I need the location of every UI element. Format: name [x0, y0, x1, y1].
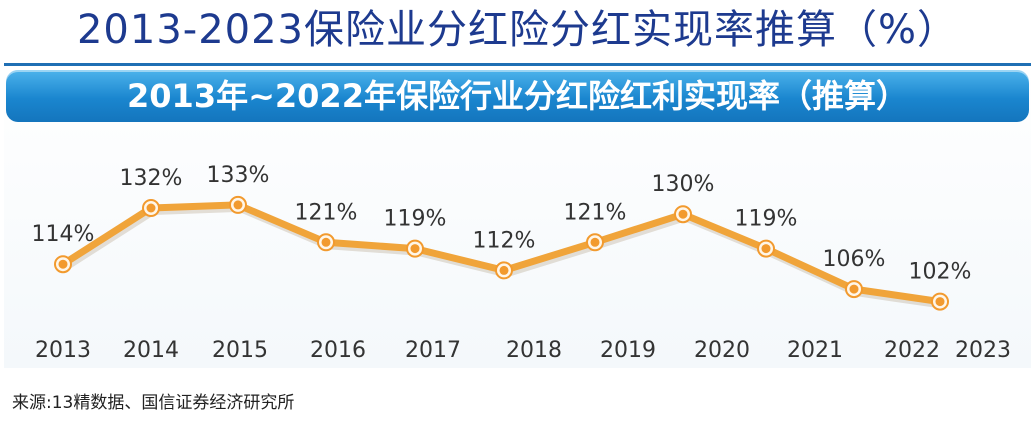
chart-title: 2013年~2022年保险行业分红险红利实现率（推算）: [127, 77, 908, 115]
x-tick-label-2015: 2015: [212, 338, 268, 363]
x-tick-label-2013: 2013: [35, 338, 91, 363]
data-point-core-2016: [321, 237, 331, 247]
data-point-core-2023: [935, 297, 945, 307]
data-label-2021: 119%: [735, 207, 798, 232]
x-tick-label-2020: 2020: [694, 338, 750, 363]
data-point-core-2015: [233, 200, 243, 210]
data-label-2023: 102%: [909, 260, 972, 285]
data-point-core-2017: [410, 244, 420, 254]
data-point-core-2021: [761, 244, 771, 254]
x-tick-label-2017: 2017: [405, 338, 461, 363]
x-tick-label-2016: 2016: [310, 338, 366, 363]
source-note: 来源:13精数据、国信证券经济研究所: [12, 393, 295, 413]
data-label-2022: 106%: [823, 247, 886, 272]
data-label-2013: 114%: [32, 222, 95, 247]
chart-title-banner: 2013年~2022年保险行业分红险红利实现率（推算）: [6, 70, 1029, 122]
page-title: 2013-2023保险业分红险分红实现率推算（%）: [76, 7, 959, 53]
x-tick-label-2023: 2023: [955, 338, 1011, 363]
data-label-2020: 130%: [652, 172, 715, 197]
data-point-core-2022: [849, 284, 859, 294]
data-point-core-2020: [678, 209, 688, 219]
data-label-2019: 121%: [564, 200, 627, 225]
x-tick-label-2018: 2018: [506, 338, 562, 363]
series-line-shadow: [62, 203, 943, 309]
data-point-core-2014: [146, 203, 156, 213]
x-tick-label-2021: 2021: [787, 338, 843, 363]
x-tick-label-2014: 2014: [123, 338, 179, 363]
data-label-2017: 119%: [384, 207, 447, 232]
data-label-2015: 133%: [207, 163, 270, 188]
x-tick-label-2019: 2019: [600, 338, 656, 363]
data-point-core-2019: [590, 237, 600, 247]
x-tick-label-2022: 2022: [884, 338, 940, 363]
data-label-2016: 121%: [295, 200, 358, 225]
data-label-2018: 112%: [473, 228, 536, 253]
data-label-2014: 132%: [120, 166, 183, 191]
data-point-core-2018: [499, 265, 509, 275]
data-point-core-2013: [58, 259, 68, 269]
